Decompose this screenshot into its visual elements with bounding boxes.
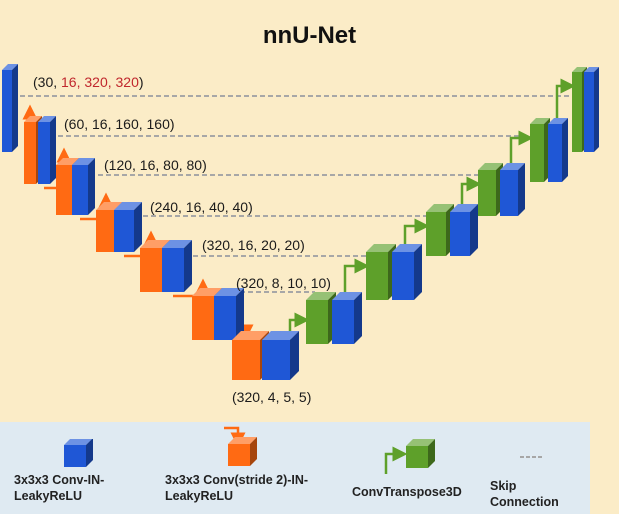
legend-transpose-icon <box>384 439 435 474</box>
legend-conv-icon <box>64 439 93 467</box>
shape-label-bottleneck: (320, 4, 5, 5) <box>232 389 311 405</box>
encoder-conv-block-3 <box>72 158 95 215</box>
encoder-conv-block-2 <box>38 116 56 184</box>
blocks <box>2 64 599 380</box>
upsample-arrow-6 <box>555 78 576 118</box>
shape-label-level-3: (120, 16, 80, 80) <box>104 157 207 173</box>
legend-cube <box>406 439 435 468</box>
encoder-conv-block-6 <box>214 288 244 340</box>
highlight-dims: 16, 320, 320 <box>61 74 139 90</box>
decoder-conv-block-2 <box>392 244 422 300</box>
legend-cube <box>228 437 257 466</box>
shape-label-level-1: (30, 16, 320, 320) <box>33 74 144 90</box>
shape-label-level-5: (320, 16, 20, 20) <box>202 237 305 253</box>
upsample-arrow-3 <box>403 218 430 244</box>
legend-transpose-label: ConvTranspose3D <box>352 485 462 499</box>
legend-conv-label: 3x3x3 Conv-IN- LeakyReLU <box>14 473 105 503</box>
shape-label-level-4: (240, 16, 40, 40) <box>150 199 253 215</box>
legend-stride-icon <box>224 426 257 466</box>
decoder-transpose-block-5 <box>530 118 550 182</box>
legend: 3x3x3 Conv-IN- LeakyReLU 3x3x3 Conv(stri… <box>0 422 590 514</box>
encoder-conv-block-1 <box>2 64 18 152</box>
diagram-title: nnU-Net <box>262 22 357 49</box>
upsample-arrow-2 <box>343 258 370 292</box>
shape-label-level-6: (320, 8, 10, 10) <box>236 275 331 291</box>
decoder-transpose-block-4 <box>478 163 503 216</box>
legend-skip-icon <box>520 456 544 458</box>
legend-stride-label: 3x3x3 Conv(stride 2)-IN- LeakyReLU <box>165 473 309 503</box>
encoder-conv-block-5 <box>162 240 192 292</box>
upsample-arrow-5 <box>509 130 534 163</box>
decoder-conv-block-4 <box>500 163 525 216</box>
encoder-conv-block-4 <box>114 202 142 252</box>
decoder-conv-block-5 <box>548 118 568 182</box>
shape-label-level-2: (60, 16, 160, 160) <box>64 116 175 132</box>
upsample-arrow-4 <box>460 176 482 204</box>
bottleneck-conv-block <box>262 331 299 380</box>
decoder-conv-block-3 <box>450 204 478 256</box>
decoder-transpose-block-1 <box>306 292 336 344</box>
legend-cube <box>64 439 93 467</box>
skip-connections <box>20 95 572 293</box>
decoder-conv-block-6 <box>584 67 599 152</box>
decoder-transpose-block-3 <box>426 204 454 256</box>
unet-diagram: (30, 16, 320, 320) (60, 16, 160, 160) (1… <box>2 64 599 405</box>
decoder-transpose-block-2 <box>366 244 396 300</box>
decoder-conv-block-1 <box>332 292 362 344</box>
legend-skip-label: Skip Connection <box>490 479 559 509</box>
